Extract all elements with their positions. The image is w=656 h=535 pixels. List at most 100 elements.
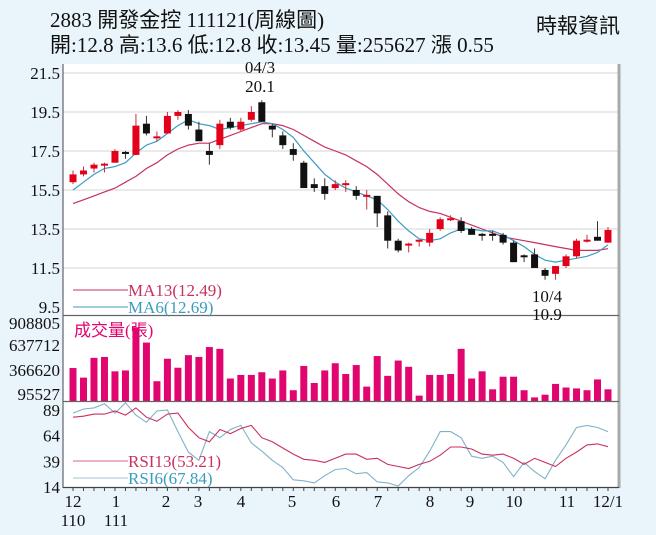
candle-body <box>321 186 329 194</box>
x-label: 4 <box>237 492 246 511</box>
price-tick: 13.5 <box>30 220 60 239</box>
volume-bar <box>426 374 434 401</box>
candle-body <box>69 174 77 183</box>
volume-tick: 95527 <box>18 385 61 404</box>
candle-body <box>216 123 224 146</box>
candle-body <box>573 240 581 257</box>
volume-bar <box>562 387 570 401</box>
candle-body <box>142 123 150 134</box>
candle-body <box>468 229 476 235</box>
candle-body <box>394 240 402 251</box>
volume-bar <box>457 348 465 401</box>
rsi-tick: 14 <box>43 478 61 497</box>
x-label: 2 <box>162 492 171 511</box>
volume-tick: 366620 <box>9 361 60 380</box>
volume-bar <box>352 365 360 401</box>
price-tick: 11.5 <box>31 259 60 278</box>
volume-bar <box>321 370 329 401</box>
candle-body <box>90 164 98 169</box>
volume-bar <box>79 377 87 401</box>
volume-bar <box>174 367 182 401</box>
candle-body <box>300 162 308 189</box>
volume-bar <box>300 365 308 401</box>
volume-bar <box>279 370 287 401</box>
x-label: 8 <box>426 492 435 511</box>
volume-bar <box>405 366 413 401</box>
candle-body <box>499 234 507 243</box>
x-sublabel: 111 <box>104 511 128 530</box>
x-label: 3 <box>194 492 203 511</box>
price-tick: 15.5 <box>30 181 60 200</box>
volume-bar <box>373 356 381 401</box>
volume-bar <box>447 374 455 401</box>
volume-bar <box>268 378 276 401</box>
x-sublabel: 110 <box>61 511 86 530</box>
candle-body <box>405 243 413 246</box>
candle-body <box>415 239 423 242</box>
x-label: 5 <box>288 492 297 511</box>
x-label: 9 <box>466 492 475 511</box>
candle-body <box>268 125 276 130</box>
candle-body <box>132 125 140 155</box>
source-label: 時報資訊 <box>536 14 620 38</box>
volume-bar <box>142 342 150 401</box>
candle-body <box>352 190 360 196</box>
candle-body <box>184 113 192 126</box>
rsi-tick: 89 <box>43 401 60 420</box>
volume-bar <box>289 390 297 401</box>
volume-bar <box>583 390 591 401</box>
low-date: 10/4 <box>532 287 563 306</box>
candle-body <box>331 184 339 189</box>
candle-body <box>258 102 266 122</box>
rsi-lines <box>72 401 609 487</box>
volume-bar <box>163 358 171 401</box>
candlesticks <box>69 100 612 280</box>
candle-body <box>79 170 87 175</box>
candle-body <box>289 149 297 155</box>
ma13-line <box>72 123 609 251</box>
candle-body <box>594 236 602 241</box>
low-value: 10.9 <box>532 305 562 324</box>
candle-body <box>520 255 528 258</box>
rsi-tick: 39 <box>43 452 60 471</box>
volume-bar <box>415 395 423 401</box>
volume-bar <box>111 371 119 401</box>
volume-bar <box>363 386 371 401</box>
candle-body <box>457 221 465 231</box>
price-tick: 21.5 <box>30 64 60 83</box>
volume-bar <box>531 397 539 401</box>
x-label: 10 <box>506 492 523 511</box>
volume-bar <box>489 389 497 401</box>
volume-bar <box>478 371 486 401</box>
price-tick: 19.5 <box>30 103 60 122</box>
volume-bar <box>216 348 224 401</box>
volume-bar <box>121 370 129 401</box>
volume-bar <box>594 379 602 401</box>
candle-body <box>279 135 287 146</box>
candle-body <box>342 183 350 186</box>
chart-title: 2883 開發金控 111121(周線圖) <box>50 8 325 32</box>
ma13-legend: MA13(12.49) <box>128 281 222 300</box>
volume-legend: 成交量(張) <box>74 321 153 340</box>
volume-bar <box>342 374 350 401</box>
candle-body <box>447 218 455 221</box>
price-tick: 17.5 <box>30 142 60 161</box>
candle-body <box>541 269 549 276</box>
candle-body <box>604 229 612 243</box>
volume-bar <box>69 368 77 401</box>
volume-bar <box>310 383 318 401</box>
volume-bar <box>384 375 392 401</box>
volume-bar <box>258 372 266 401</box>
volume-bar <box>90 357 98 401</box>
volume-bar <box>552 383 560 401</box>
price-tick: 9.5 <box>39 298 60 317</box>
volume-bar <box>604 389 612 401</box>
candle-body <box>478 233 486 236</box>
volume-bar <box>195 356 203 401</box>
x-label: 1 <box>112 492 121 511</box>
candle-body <box>247 112 255 120</box>
volume-bar <box>510 376 518 401</box>
volume-bar <box>436 374 444 401</box>
volume-bar <box>394 360 402 401</box>
